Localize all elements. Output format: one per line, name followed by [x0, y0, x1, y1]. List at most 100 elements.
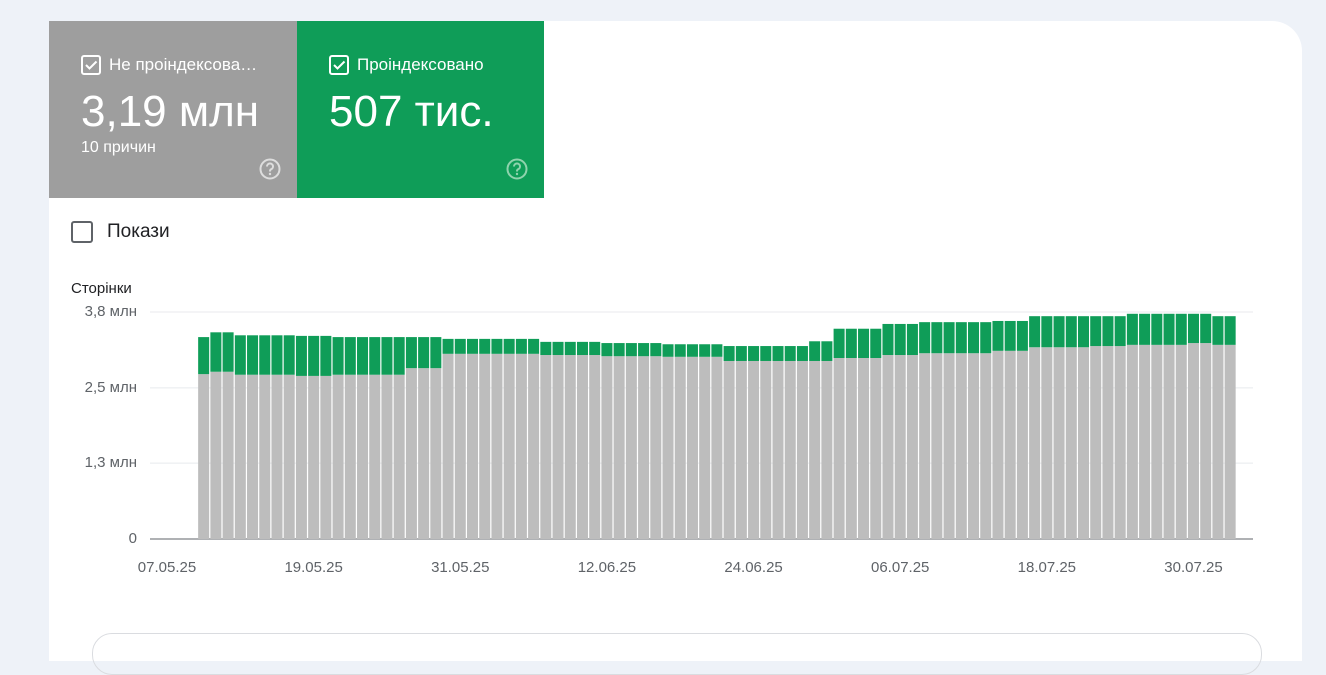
- bottom-box: [92, 633, 1262, 675]
- bar-segment: [320, 335, 332, 376]
- bar-segment: [772, 360, 784, 539]
- checkbox-checked[interactable]: [329, 55, 349, 75]
- bar-segment: [1126, 313, 1138, 345]
- bar-segment: [515, 353, 527, 539]
- bar-segment: [259, 374, 271, 539]
- bar-segment: [552, 341, 564, 356]
- bar-segment: [870, 328, 882, 358]
- bar-segment: [405, 368, 417, 539]
- bar-segment: [576, 341, 588, 356]
- bar-segment: [735, 346, 747, 361]
- bar-segment: [735, 360, 747, 539]
- bar-segment: [699, 344, 711, 357]
- bar-segment: [234, 335, 246, 375]
- bar-segment: [491, 353, 503, 539]
- bar-segment: [833, 328, 845, 358]
- bar-segment: [357, 337, 369, 375]
- bar-segment: [711, 356, 723, 539]
- card-title: Не проіндексова…: [109, 55, 258, 74]
- bar-segment: [906, 355, 918, 539]
- card-subtitle: 10 причин: [81, 139, 156, 156]
- bar-segment: [674, 356, 686, 539]
- bar-segment: [796, 346, 808, 361]
- bar-segment: [870, 357, 882, 539]
- bar-segment: [625, 343, 637, 357]
- x-tick-label: 24.06.25: [724, 559, 782, 576]
- not-indexed-card[interactable]: Не проіндексова… 3,19 млн 10 причин: [49, 21, 297, 198]
- x-tick-label: 07.05.25: [138, 559, 196, 576]
- bar-segment: [919, 353, 931, 539]
- bar-segment: [1126, 344, 1138, 539]
- bar-segment: [381, 374, 393, 539]
- bar-segment: [748, 360, 760, 539]
- bar-segment: [418, 337, 430, 369]
- bar-segment: [259, 335, 271, 375]
- bar-segment: [662, 344, 674, 357]
- bar-segment: [430, 337, 442, 369]
- bar-segment: [576, 355, 588, 539]
- x-tick-label: 12.06.25: [578, 559, 636, 576]
- bar-segment: [955, 353, 967, 539]
- x-tick-label: 31.05.25: [431, 559, 489, 576]
- indexed-card[interactable]: Проіндексовано 507 тис.: [297, 21, 544, 198]
- bar-segment: [369, 337, 381, 375]
- bar-segment: [931, 353, 943, 539]
- impressions-toggle[interactable]: Покази: [71, 221, 170, 243]
- bar-segment: [1053, 316, 1065, 348]
- bar-segment: [931, 322, 943, 354]
- bar-segment: [760, 360, 772, 539]
- bar-segment: [491, 338, 503, 354]
- help-icon[interactable]: [259, 158, 281, 180]
- card-value: 3,19 млн: [81, 87, 260, 136]
- bar-segment: [980, 353, 992, 539]
- bar-segment: [295, 335, 307, 376]
- bar-segment: [1139, 313, 1151, 345]
- bar-segment: [968, 353, 980, 539]
- y-tick-label: 1,3 млн: [85, 454, 137, 471]
- bar-segment: [1175, 344, 1187, 539]
- bar-segment: [1016, 350, 1028, 539]
- bar-segment: [686, 356, 698, 539]
- y-tick-label: 0: [129, 530, 137, 547]
- bar-segment: [968, 322, 980, 354]
- chart: Сторінки 0 1,3 млн 2,5 млн 3,8 млн 07.05.25 1…: [71, 280, 1253, 576]
- toggle-label: Покази: [107, 221, 170, 242]
- bar-segment: [515, 338, 527, 354]
- bar-segment: [283, 374, 295, 539]
- bar-segment: [992, 320, 1004, 351]
- bar-segment: [845, 328, 857, 358]
- bar-segment: [1016, 320, 1028, 351]
- bar-segment: [1065, 316, 1077, 348]
- bar-segment: [1090, 346, 1102, 539]
- bar-segment: [393, 374, 405, 539]
- bar-segment: [222, 371, 234, 539]
- bar-segment: [650, 343, 662, 357]
- bar-segment: [1102, 346, 1114, 539]
- checkbox[interactable]: [71, 221, 93, 243]
- bar-segment: [344, 374, 356, 539]
- bar-segment: [1212, 316, 1224, 345]
- bar-segment: [809, 341, 821, 361]
- bar-segment: [1200, 313, 1212, 344]
- card-title: Проіндексовано: [357, 55, 484, 74]
- bar-segment: [1065, 347, 1077, 539]
- bar-segment: [796, 360, 808, 539]
- bar-segment: [943, 353, 955, 539]
- card-title-row: Не проіндексова…: [81, 55, 297, 75]
- bar-segment: [540, 355, 552, 539]
- checkbox-checked[interactable]: [81, 55, 101, 75]
- bar-segment: [430, 368, 442, 539]
- bar-segment: [564, 341, 576, 356]
- help-icon[interactable]: [506, 158, 528, 180]
- bar-segment: [466, 338, 479, 354]
- bar-segment: [760, 346, 772, 361]
- bar-segment: [1090, 316, 1102, 347]
- bar-segment: [858, 357, 870, 539]
- card-title-row: Проіндексовано: [329, 55, 544, 75]
- bar-segment: [454, 353, 466, 539]
- bar-segment: [357, 374, 369, 539]
- bar-segment: [1114, 316, 1126, 347]
- bar-segment: [906, 323, 918, 356]
- bar-segment: [980, 322, 992, 354]
- bar-segment: [1114, 346, 1126, 539]
